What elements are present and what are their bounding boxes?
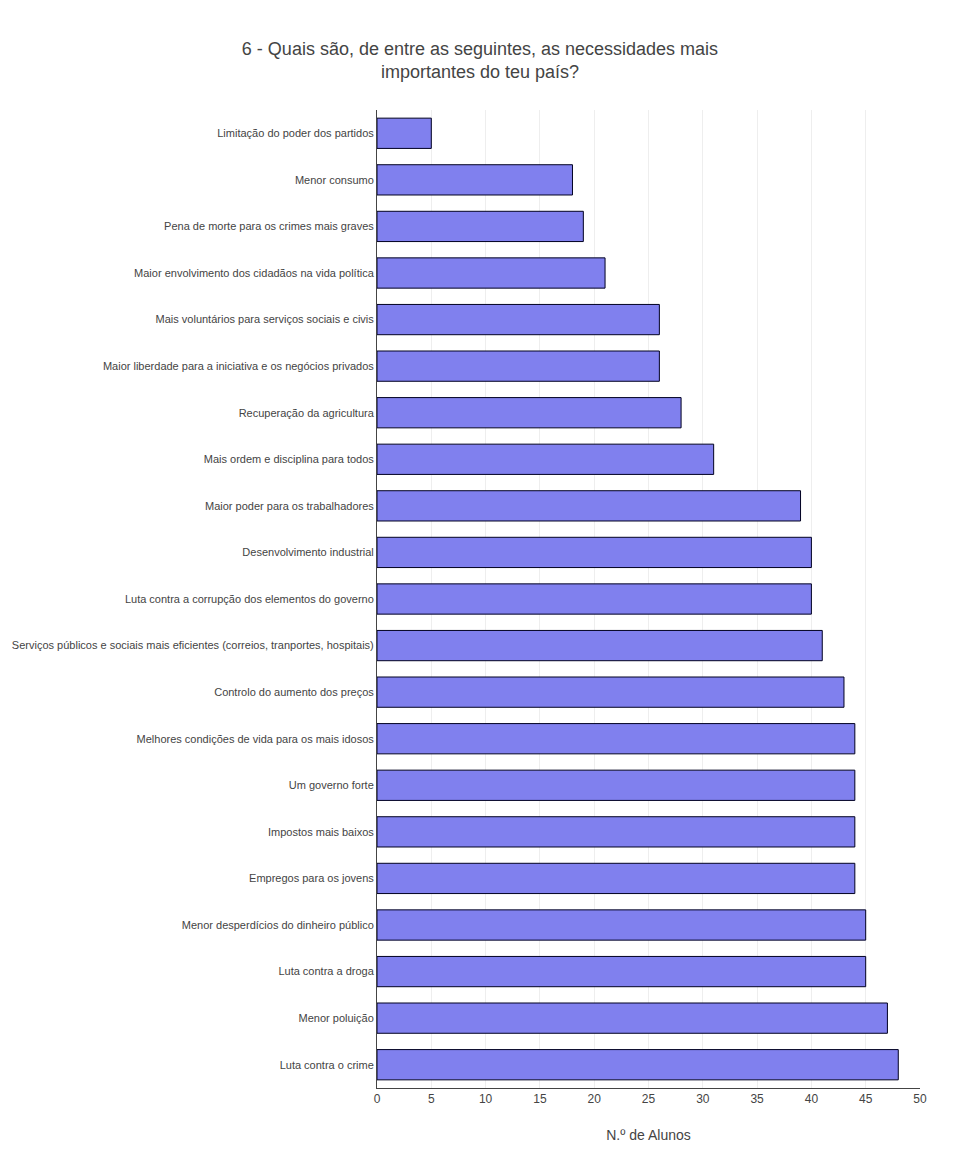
svg-text:Melhores condições de vida par: Melhores condições de vida para os mais … <box>137 733 375 745</box>
svg-text:Luta contra a corrupção dos el: Luta contra a corrupção dos elementos do… <box>125 593 374 605</box>
svg-text:50: 50 <box>913 1092 927 1106</box>
svg-text:Maior envolvimento dos cidadão: Maior envolvimento dos cidadãos na vida … <box>134 267 375 279</box>
svg-text:Desenvolvimento industrial: Desenvolvimento industrial <box>242 546 373 558</box>
svg-text:Luta contra a droga: Luta contra a droga <box>278 965 374 977</box>
svg-text:Serviços públicos e sociais ma: Serviços públicos e sociais mais eficien… <box>12 639 374 651</box>
svg-text:15: 15 <box>533 1092 547 1106</box>
svg-text:Impostos mais baixos: Impostos mais baixos <box>268 826 374 838</box>
svg-text:30: 30 <box>696 1092 710 1106</box>
svg-text:0: 0 <box>374 1092 381 1106</box>
svg-text:Luta contra o crime: Luta contra o crime <box>280 1059 374 1071</box>
svg-text:25: 25 <box>642 1092 656 1106</box>
svg-text:6 - Quais são, de entre as seg: 6 - Quais são, de entre as seguintes, as… <box>242 39 718 82</box>
svg-text:Controlo do aumento dos preços: Controlo do aumento dos preços <box>214 686 374 698</box>
svg-text:Empregos para os jovens: Empregos para os jovens <box>249 872 374 884</box>
svg-text:10: 10 <box>479 1092 493 1106</box>
svg-text:Menor poluição: Menor poluição <box>299 1012 374 1024</box>
svg-text:20: 20 <box>588 1092 602 1106</box>
svg-text:Pena de morte para os crimes m: Pena de morte para os crimes mais graves <box>164 220 374 232</box>
svg-text:Recuperação da agricultura: Recuperação da agricultura <box>239 407 375 419</box>
svg-text:Mais voluntários para serviços: Mais voluntários para serviços sociais e… <box>156 313 375 325</box>
svg-text:N.º de Alunos: N.º de Alunos <box>606 1127 691 1143</box>
svg-text:Limitação do poder dos partido: Limitação do poder dos partidos <box>217 127 374 139</box>
svg-text:Maior liberdade para a iniciat: Maior liberdade para a iniciativa e os n… <box>103 360 374 372</box>
svg-text:35: 35 <box>750 1092 764 1106</box>
svg-text:Um governo forte: Um governo forte <box>289 779 374 791</box>
svg-text:Menor consumo: Menor consumo <box>295 174 374 186</box>
svg-text:45: 45 <box>859 1092 873 1106</box>
svg-text:40: 40 <box>805 1092 819 1106</box>
svg-text:Maior poder para os trabalhado: Maior poder para os trabalhadores <box>205 500 374 512</box>
svg-text:5: 5 <box>428 1092 435 1106</box>
svg-text:Mais ordem e disciplina para t: Mais ordem e disciplina para todos <box>204 453 374 465</box>
svg-text:Menor desperdícios do dinheiro: Menor desperdícios do dinheiro público <box>182 919 374 931</box>
